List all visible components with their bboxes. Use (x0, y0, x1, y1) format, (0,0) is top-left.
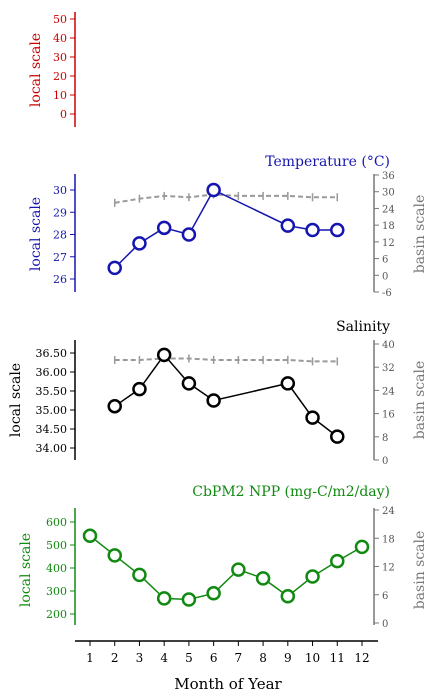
x-tick-label: 7 (235, 651, 243, 665)
salinity-basin-tick-label: 8 (382, 433, 388, 444)
temperature-basin-tick-label: -6 (382, 288, 392, 299)
salinity-basin-tick-label: 32 (382, 363, 395, 374)
npp-local-point (132, 567, 147, 583)
x-tick-label: 11 (330, 651, 345, 665)
npp-local-point (231, 562, 246, 577)
temperature-basin-line (114, 193, 338, 204)
salinity-local-tick-label: 35.50 (36, 385, 68, 398)
salinity-local-tick-label: 34.00 (36, 442, 68, 455)
temperature-ylabel: local scale (28, 197, 44, 271)
x-tick-label: 10 (305, 651, 320, 665)
temperature-basin-ylabel: basin scale (412, 195, 428, 274)
npp-local-point (82, 528, 98, 544)
x-tick-label: 9 (284, 651, 292, 665)
salinity-local-point (156, 347, 172, 363)
temperature-basin-tick-label: 0 (382, 271, 388, 282)
npp-local-tick-label: 200 (46, 608, 67, 621)
npp-local-point (107, 548, 122, 563)
npp-basin-ylabel: basin scale (412, 531, 428, 610)
temperature-local-line (114, 189, 338, 269)
x-tick-label: 6 (210, 651, 218, 665)
salinity-local-tick-label: 36.50 (36, 347, 68, 360)
temperature-local-point (107, 260, 122, 276)
x-tick-label: 2 (111, 651, 119, 665)
temperature-title: Temperature (°C) (265, 154, 390, 170)
salinity-local-point (132, 381, 147, 397)
npp-local-tick-label: 300 (46, 585, 67, 598)
temperature-local-point (156, 220, 172, 236)
temperature-local-tick-label: 26 (53, 273, 67, 286)
salinity-basin-tick-label: 24 (382, 386, 395, 397)
salinity-local-tick-label: 36.00 (36, 366, 68, 379)
salinity-local-point (181, 376, 197, 391)
temperature-local-tick-label: 27 (53, 251, 67, 264)
salinity-local-point (330, 429, 345, 444)
npp-local-point (206, 586, 221, 601)
salinity-local-point (206, 393, 221, 408)
temperature-local-point (280, 218, 296, 233)
temperature-basin-tick-label: 18 (382, 221, 395, 232)
x-tick-label: 1 (86, 651, 94, 665)
blank-local-tick-label: 40 (53, 32, 67, 45)
temperature-basin-tick-label: 36 (382, 171, 395, 182)
salinity-local-tick-label: 34.50 (36, 423, 68, 436)
temperature-local-tick-label: 29 (53, 206, 67, 219)
npp-basin-tick-label: 12 (382, 563, 395, 574)
blank-local-tick-label: 0 (60, 108, 67, 121)
x-tick-label: 8 (259, 651, 267, 665)
salinity-title: Salinity (336, 319, 390, 335)
temperature-local-point (330, 222, 345, 238)
npp-title: CbPM2 NPP (mg-C/m2/day) (192, 484, 390, 500)
npp-local-point (280, 589, 296, 604)
x-axis-label: Month of Year (174, 675, 282, 693)
npp-local-tick-label: 600 (46, 516, 67, 529)
npp-basin-tick-label: 0 (382, 619, 388, 630)
blank-local-tick-label: 20 (53, 70, 67, 83)
temperature-local-point (132, 236, 147, 251)
npp-local-tick-label: 400 (46, 562, 67, 575)
temperature-basin-tick-label: 30 (382, 188, 395, 199)
chart-panels: 504030201003029282726363024181260-636.50… (36, 12, 395, 665)
salinity-basin-tick-label: 0 (382, 456, 388, 467)
salinity-local-point (305, 410, 320, 425)
temperature-basin-tick-label: 24 (382, 204, 395, 215)
salinity-basin-tick-label: 40 (382, 340, 395, 351)
temperature-local-tick-label: 30 (53, 184, 67, 197)
npp-local-tick-label: 500 (46, 539, 67, 552)
blank-local-tick-label: 10 (53, 89, 67, 102)
x-tick-label: 4 (160, 651, 168, 665)
blank-local-tick-label: 30 (53, 51, 67, 64)
npp-local-point (305, 569, 320, 584)
npp-local-point (330, 553, 345, 569)
npp-local-point (156, 591, 172, 606)
npp-local-point (255, 571, 271, 586)
salinity-basin-line (114, 357, 338, 363)
npp-basin-tick-label: 24 (382, 506, 395, 517)
blank-panel-ylabel: local scale (28, 33, 44, 107)
salinity-basin-ylabel: basin scale (412, 361, 428, 440)
npp-local-point (354, 539, 370, 555)
salinity-basin-tick-label: 16 (382, 410, 395, 421)
npp-basin-tick-label: 18 (382, 534, 395, 545)
x-tick-label: 3 (136, 651, 144, 665)
npp-basin-tick-label: 6 (382, 591, 388, 602)
npp-local-point (181, 592, 197, 607)
x-tick-label: 12 (354, 651, 369, 665)
npp-local-line (89, 535, 363, 601)
temperature-local-point (305, 222, 320, 238)
temperature-local-point (206, 182, 221, 198)
salinity-local-point (107, 398, 122, 414)
salinity-local-line (114, 353, 338, 438)
temperature-local-point (181, 227, 197, 242)
temperature-basin-tick-label: 6 (382, 255, 388, 266)
salinity-local-tick-label: 35.00 (36, 404, 68, 417)
temperature-basin-tick-label: 12 (382, 238, 395, 249)
blank-local-tick-label: 50 (53, 13, 67, 26)
temperature-local-tick-label: 28 (53, 229, 67, 242)
salinity-ylabel: local scale (8, 363, 24, 437)
x-tick-label: 5 (185, 651, 193, 665)
salinity-local-point (280, 376, 296, 391)
npp-ylabel: local scale (18, 533, 34, 607)
